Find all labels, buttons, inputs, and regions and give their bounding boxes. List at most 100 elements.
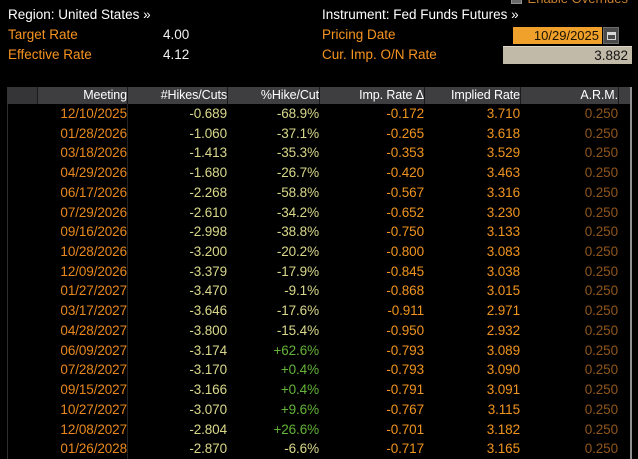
table-row[interactable]: 06/17/2026 -2.268 -58.8% -0.567 3.316 0.250 (7, 182, 631, 203)
implied-rate-cell: 3.529 (486, 145, 520, 161)
table-row[interactable]: 09/15/2027 -3.166 +0.4% -0.791 3.091 0.250 (7, 380, 631, 400)
table-row[interactable]: 04/28/2027 -3.800 -15.4% -0.950 2.932 0.250 (7, 320, 631, 341)
hikes-cuts-cell: -3.470 (127, 281, 227, 302)
meeting-cell[interactable]: 01/27/2027 (60, 283, 127, 299)
cur-imp-on-rate-field[interactable]: 3.882 (503, 46, 632, 64)
meeting-cell[interactable]: 03/17/2027 (60, 303, 127, 319)
meeting-cell[interactable]: 06/09/2027 (60, 342, 127, 358)
spacer-cell (7, 203, 37, 223)
arm-cell: 0.250 (584, 322, 618, 338)
arm-cell: 0.250 (584, 184, 618, 200)
enable-overrides-checkbox[interactable] (510, 0, 522, 4)
meeting-cell[interactable]: 01/26/2028 (60, 441, 127, 457)
meeting-cell[interactable]: 10/28/2026 (60, 244, 127, 260)
header-spacer-cell (7, 87, 37, 104)
meeting-cell[interactable]: 07/29/2026 (60, 204, 127, 220)
pct-hike-cut-cell: -37.1% (276, 125, 319, 141)
implied-rate-cell: 3.316 (486, 184, 520, 200)
table-row[interactable]: 10/28/2026 -3.200 -20.2% -0.800 3.083 0.250 (7, 242, 631, 262)
spacer-cell (7, 163, 37, 183)
imp-rate-delta-cell: -0.767 (386, 401, 424, 417)
pct-hike-cut-cell: -17.9% (276, 263, 319, 279)
pct-hike-cut-cell: -68.9% (276, 106, 319, 121)
hikes-cuts-cell: -2.998 (127, 222, 227, 243)
spacer-cell (7, 380, 37, 400)
table-row[interactable]: 06/09/2027 -3.174 +62.6% -0.793 3.089 0.250 (7, 340, 631, 361)
header-arm: A.R.M. (520, 87, 618, 104)
imp-rate-delta-cell: -0.911 (387, 303, 424, 319)
spacer-cell (7, 222, 37, 242)
meeting-cell[interactable]: 03/18/2026 (60, 145, 127, 161)
meeting-cell[interactable]: 06/17/2026 (60, 184, 127, 200)
meeting-cell[interactable]: 04/28/2027 (60, 322, 127, 338)
meeting-cell[interactable]: 04/29/2026 (60, 165, 127, 181)
spacer-cell (7, 281, 37, 301)
pct-hike-cut-cell: +9.6% (280, 401, 319, 417)
enable-overrides[interactable]: Enable Overrides (510, 0, 628, 6)
calendar-button[interactable] (603, 27, 619, 44)
meeting-cell[interactable]: 12/09/2026 (60, 263, 127, 279)
spacer-cell (7, 341, 37, 361)
vertical-scrollbar[interactable] (630, 87, 632, 459)
spacer-cell (7, 439, 37, 459)
pct-hike-cut-cell: -38.8% (276, 224, 319, 240)
table-row[interactable]: 07/29/2026 -2.610 -34.2% -0.652 3.230 0.250 (7, 202, 631, 223)
region-link[interactable]: Region: United States » (8, 7, 151, 22)
table-row[interactable]: 09/16/2026 -2.998 -38.8% -0.750 3.133 0.250 (7, 222, 631, 243)
hikes-cuts-cell: -0.689 (127, 104, 227, 124)
pricing-date-label: Pricing Date (322, 27, 396, 42)
spacer-cell (7, 262, 37, 282)
table-row[interactable]: 01/28/2026 -1.060 -37.1% -0.265 3.618 0.250 (7, 123, 631, 144)
effective-rate-label: Effective Rate (8, 47, 92, 62)
arm-cell: 0.250 (584, 244, 618, 260)
meeting-cell[interactable]: 09/16/2026 (60, 224, 127, 240)
imp-rate-delta-cell: -0.701 (386, 421, 424, 437)
arm-cell: 0.250 (584, 204, 618, 220)
pct-hike-cut-cell: +26.6% (273, 421, 319, 437)
table-row[interactable]: 12/10/2025 -0.689 -68.9% -0.172 3.710 0.250 (7, 104, 631, 124)
spacer-cell (7, 420, 37, 440)
imp-rate-delta-cell: -0.950 (386, 322, 424, 338)
hikes-cuts-cell: -1.060 (127, 123, 227, 144)
arm-cell: 0.250 (584, 362, 618, 378)
meeting-cell[interactable]: 10/27/2027 (60, 401, 127, 417)
meeting-cell[interactable]: 12/08/2027 (60, 421, 127, 437)
implied-rate-cell: 3.038 (486, 263, 520, 279)
table-row[interactable]: 01/26/2028 -2.870 -6.6% -0.717 3.165 0.250 (7, 439, 631, 459)
table-row[interactable]: 07/28/2027 -3.170 +0.4% -0.793 3.090 0.250 (7, 360, 631, 381)
table-row[interactable]: 03/18/2026 -1.413 -35.3% -0.353 3.529 0.250 (7, 143, 631, 164)
arm-cell: 0.250 (584, 125, 618, 141)
pct-hike-cut-cell: +62.6% (273, 342, 319, 358)
pct-hike-cut-cell: -34.2% (276, 204, 319, 220)
table-row[interactable]: 04/29/2026 -1.680 -26.7% -0.420 3.463 0.250 (7, 163, 631, 183)
pricing-date-input[interactable]: 10/29/2025 (513, 27, 602, 44)
table-left-border (7, 104, 8, 459)
table-row[interactable]: 01/27/2027 -3.470 -9.1% -0.868 3.015 0.250 (7, 281, 631, 302)
hikes-cuts-cell: -2.804 (127, 419, 227, 440)
table-row[interactable]: 03/17/2027 -3.646 -17.6% -0.911 2.971 0.250 (7, 301, 631, 321)
hikes-cuts-cell: -3.646 (127, 301, 227, 321)
spacer-cell (7, 143, 37, 163)
imp-rate-delta-cell: -0.353 (386, 145, 424, 161)
table-row[interactable]: 10/27/2027 -3.070 +9.6% -0.767 3.115 0.250 (7, 399, 631, 420)
arm-cell: 0.250 (584, 441, 618, 457)
arm-cell: 0.250 (584, 145, 618, 161)
target-rate-label: Target Rate (8, 27, 78, 42)
pct-hike-cut-cell: -6.6% (284, 441, 319, 457)
hikes-cuts-cell: -3.200 (127, 242, 227, 262)
implied-rate-cell: 3.230 (486, 204, 520, 220)
meeting-cell[interactable]: 09/15/2027 (60, 382, 127, 398)
arm-cell: 0.250 (584, 106, 618, 121)
pct-hike-cut-cell: -58.8% (276, 184, 319, 200)
header-hikes-cuts: #Hikes/Cuts (127, 87, 227, 104)
pct-hike-cut-cell: -17.6% (276, 303, 319, 319)
meeting-cell[interactable]: 01/28/2026 (60, 125, 127, 141)
table-row[interactable]: 12/09/2026 -3.379 -17.9% -0.845 3.038 0.250 (7, 261, 631, 282)
meeting-cell[interactable]: 07/28/2027 (60, 362, 127, 378)
implied-rate-cell: 3.133 (486, 224, 520, 240)
meeting-cell[interactable]: 12/10/2025 (60, 106, 127, 121)
table-row[interactable]: 12/08/2027 -2.804 +26.6% -0.701 3.182 0.250 (7, 419, 631, 440)
spacer-cell (7, 242, 37, 262)
hikes-cuts-cell: -2.268 (127, 182, 227, 203)
instrument-link[interactable]: Instrument: Fed Funds Futures » (322, 7, 519, 22)
